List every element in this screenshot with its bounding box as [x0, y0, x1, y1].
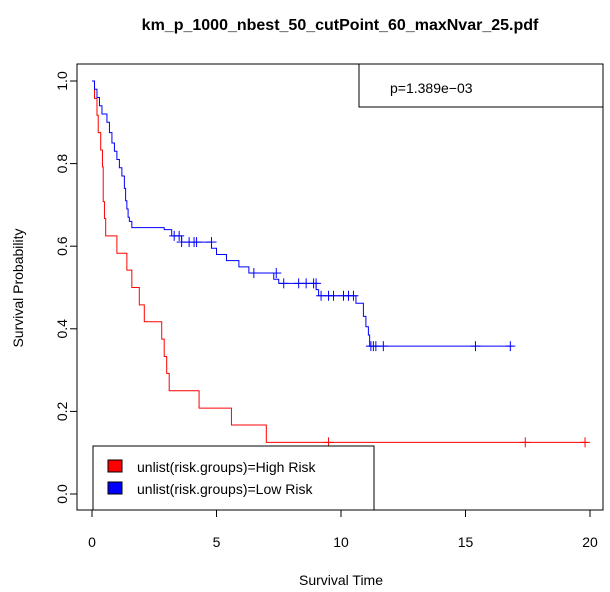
x-tick-label: 5 — [213, 534, 221, 550]
p-value-box-frame — [358, 63, 604, 108]
censor-mark — [206, 237, 217, 248]
series-layer — [92, 80, 591, 448]
y-tick-label: 0.8 — [54, 154, 70, 174]
x-tick-label: 15 — [458, 534, 474, 550]
x-tick-label: 10 — [333, 534, 349, 550]
x-axis-label: Survival Time — [299, 572, 383, 588]
censor-mark — [580, 437, 591, 448]
censor-mark — [191, 237, 202, 248]
legend-label-low-risk: unlist(risk.groups)=Low Risk — [137, 481, 313, 497]
legend-frame — [92, 445, 375, 511]
y-tick-label: 0.2 — [54, 401, 70, 421]
legend-label-high-risk: unlist(risk.groups)=High Risk — [137, 459, 317, 475]
p-value-box: p=1.389e−03 — [358, 63, 604, 108]
censor-mark — [271, 268, 282, 279]
censor-mark — [174, 230, 185, 241]
y-tick-label: 0.4 — [54, 319, 70, 339]
legend: unlist(risk.groups)=High Risk unlist(ris… — [92, 445, 375, 511]
censor-mark — [348, 290, 359, 301]
x-tick-label: 0 — [88, 534, 96, 550]
censor-mark — [378, 341, 389, 352]
series-high-risk — [92, 80, 591, 448]
censor-mark — [311, 278, 322, 289]
survival-curve — [92, 80, 588, 443]
chart-title: km_p_1000_nbest_50_cutPoint_60_maxNvar_2… — [142, 17, 539, 34]
p-value-text: p=1.389e−03 — [390, 80, 473, 96]
censor-mark — [470, 341, 481, 352]
survival-curve — [92, 80, 513, 347]
censor-mark — [505, 341, 516, 352]
x-tick-label: 20 — [582, 534, 598, 550]
y-tick-label: 0.6 — [54, 236, 70, 256]
legend-swatch-high-risk — [107, 459, 123, 473]
y-tick-label: 0.0 — [54, 484, 70, 504]
censor-mark — [248, 268, 259, 279]
censor-mark — [278, 278, 289, 289]
series-low-risk — [92, 80, 516, 352]
censor-mark — [520, 437, 531, 448]
legend-swatch-low-risk — [107, 481, 123, 495]
plot-frame — [76, 63, 604, 511]
y-tick-label: 1.0 — [54, 71, 70, 91]
y-axis-label: Survival Probability — [10, 228, 26, 347]
censor-mark — [328, 290, 339, 301]
